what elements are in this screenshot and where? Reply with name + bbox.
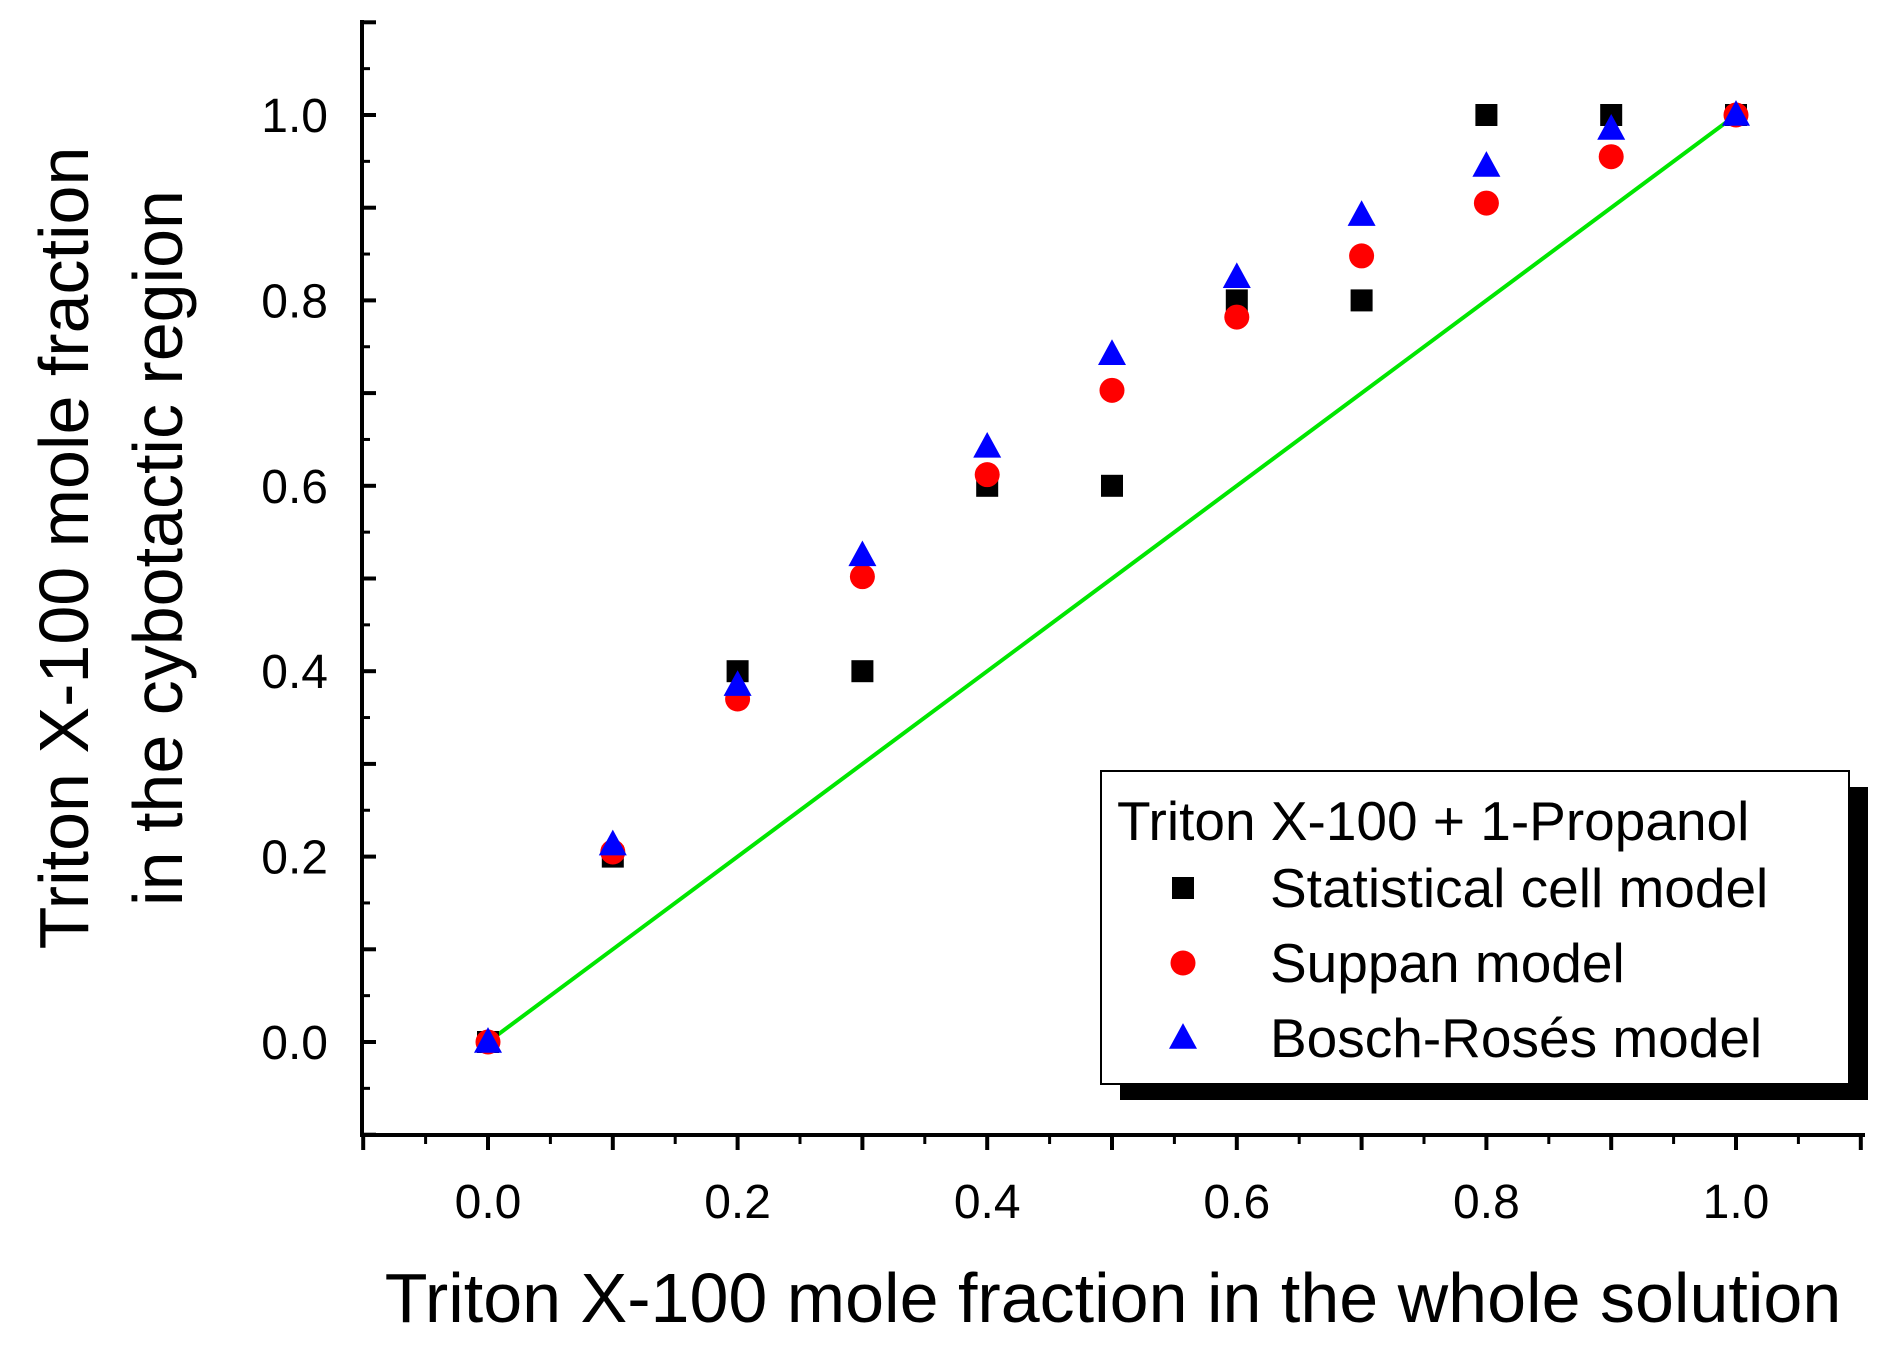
y-tick-label: 0.6 bbox=[261, 461, 328, 514]
legend: Triton X-100 + 1-Propanol Statistical ce… bbox=[1100, 770, 1868, 1100]
x-tick-label: 0.8 bbox=[1453, 1176, 1520, 1229]
series-triangle bbox=[474, 100, 1750, 1053]
axes: 0.0 0.2 0.4 0.6 0.8 1.0 0.0 0.2 0.4 0.6 0.8 1.0 bbox=[261, 20, 1865, 1229]
data-point-triangle bbox=[723, 670, 752, 696]
y-axis-label-line-2: in the cybotactic region bbox=[119, 190, 197, 906]
data-point-triangle bbox=[1597, 114, 1626, 140]
data-point-square bbox=[1475, 104, 1498, 126]
y-tick-label: 0.4 bbox=[261, 646, 328, 699]
x-tick-label: 0.0 bbox=[455, 1176, 522, 1229]
y-tick-label: 0.2 bbox=[261, 832, 328, 885]
data-point-triangle bbox=[1222, 262, 1251, 289]
x-ticks: 0.0 0.2 0.4 0.6 0.8 1.0 bbox=[361, 1135, 1863, 1229]
data-point-circle bbox=[1598, 144, 1624, 170]
y-ticks: 0.0 0.2 0.4 0.6 0.8 1.0 bbox=[261, 20, 376, 1137]
data-point-circle bbox=[849, 564, 875, 590]
legend-title: Triton X-100 + 1-Propanol bbox=[1117, 790, 1749, 852]
legend-label: Suppan model bbox=[1270, 932, 1625, 994]
y-tick-label: 1.0 bbox=[261, 90, 328, 143]
reference-line bbox=[486, 113, 1738, 1044]
data-point-triangle bbox=[474, 1027, 502, 1053]
y-tick-label: 0.0 bbox=[261, 1017, 328, 1070]
x-tick-label: 0.4 bbox=[954, 1176, 1021, 1229]
legend-symbol-triangle bbox=[1169, 1023, 1197, 1049]
y-tick-label: 0.8 bbox=[261, 275, 328, 328]
x-tick-label: 0.6 bbox=[1203, 1176, 1270, 1229]
data-point-circle bbox=[1099, 377, 1125, 403]
legend-box bbox=[1100, 770, 1850, 1085]
data-point-triangle bbox=[1722, 100, 1750, 126]
data-point-circle bbox=[974, 462, 1000, 488]
data-point-triangle bbox=[973, 431, 1002, 458]
x-axis-label: Triton X-100 mole fraction in the whole … bbox=[385, 1259, 1842, 1337]
legend-symbol-square bbox=[1172, 877, 1194, 899]
legend-label: Bosch-Rosés model bbox=[1270, 1007, 1762, 1069]
x-tick-label: 0.2 bbox=[704, 1176, 771, 1229]
legend-label: Statistical cell model bbox=[1270, 857, 1768, 919]
data-point-triangle bbox=[1098, 339, 1126, 365]
data-point-circle bbox=[1349, 243, 1375, 269]
data-point-triangle bbox=[598, 829, 627, 856]
data-point-circle bbox=[1473, 190, 1499, 216]
data-point-circle bbox=[1224, 304, 1250, 330]
legend-symbol-circle bbox=[1170, 950, 1196, 976]
y-axis-label-line-1: Triton X-100 mole fraction bbox=[25, 147, 103, 950]
data-point-triangle bbox=[1472, 151, 1501, 177]
data-point-square bbox=[1101, 474, 1123, 497]
data-point-triangle bbox=[848, 540, 877, 567]
series-layer bbox=[474, 100, 1750, 1055]
data-point-square bbox=[1350, 289, 1373, 312]
x-tick-label: 1.0 bbox=[1703, 1176, 1770, 1229]
data-point-square bbox=[851, 660, 874, 683]
data-point-triangle bbox=[1347, 200, 1376, 226]
legend-entries: Statistical cell model Suppan model Bosch-… bbox=[1169, 857, 1768, 1069]
